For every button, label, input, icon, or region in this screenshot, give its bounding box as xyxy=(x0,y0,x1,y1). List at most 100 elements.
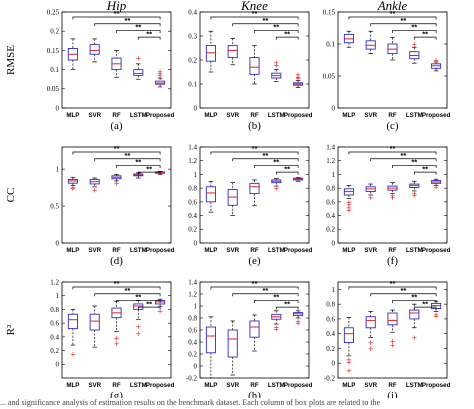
y-tick-label: 0.4 xyxy=(188,8,197,16)
outlier-point: + xyxy=(368,345,374,353)
outlier-point: + xyxy=(368,194,374,202)
x-tick-label: SVR xyxy=(88,112,101,119)
outlier-point: + xyxy=(114,180,120,188)
y-tick-label: 1 xyxy=(332,286,336,294)
x-tick-label: MLP xyxy=(204,247,217,254)
outlier-point: + xyxy=(157,307,163,315)
y-tick-label: 0.1 xyxy=(50,66,59,74)
outlier-point: + xyxy=(433,311,439,319)
panel-label: (g) xyxy=(110,390,123,398)
outlier-point: + xyxy=(114,335,120,343)
significance-bracket xyxy=(275,36,299,40)
outlier-point: + xyxy=(346,367,352,375)
significance-bracket xyxy=(137,306,161,310)
x-tick-label: Proposed xyxy=(284,247,313,254)
outlier-point: + xyxy=(70,184,76,192)
y-tick-label: 1.4 xyxy=(188,143,197,151)
x-tick-label: LSTM xyxy=(406,382,423,389)
y-tick-label: 0.8 xyxy=(188,185,197,193)
outlier-point: + xyxy=(346,207,352,215)
y-tick-label: 0.6 xyxy=(326,315,335,323)
outlier-point: + xyxy=(346,204,352,212)
outlier-point: + xyxy=(295,73,301,81)
significance-label: ** xyxy=(262,16,268,25)
x-tick-label: RF xyxy=(250,382,258,389)
significance-bracket xyxy=(232,158,299,162)
y-tick-label: 0.2 xyxy=(188,350,197,358)
x-tick-label: Proposed xyxy=(422,112,451,119)
panel-label: (c) xyxy=(386,120,399,132)
outlier-point: + xyxy=(346,201,352,209)
y-tick-label: 0.2 xyxy=(50,28,59,36)
x-tick-label: MLP xyxy=(204,112,217,119)
significance-bracket xyxy=(137,171,161,175)
y-tick-label: 0.6 xyxy=(50,320,59,328)
x-tick-label: Proposed xyxy=(146,112,175,119)
significance-bracket xyxy=(275,171,299,175)
box-mlp xyxy=(343,327,354,344)
significance-bracket xyxy=(392,300,437,303)
significance-label: ** xyxy=(400,16,406,25)
significance-label: ** xyxy=(124,151,130,160)
y-tick-label: 0.8 xyxy=(50,306,59,314)
figure-caption: ... and significance analysis of estimat… xyxy=(0,398,381,407)
x-tick-label: LSTM xyxy=(406,247,423,254)
x-tick-label: RF xyxy=(388,112,396,119)
y-tick-label: 0.4 xyxy=(188,338,197,346)
x-tick-label: RF xyxy=(112,247,120,254)
significance-bracket xyxy=(370,23,437,27)
y-tick-label: 0.4 xyxy=(188,212,197,220)
box-svr xyxy=(227,329,238,358)
x-tick-label: SVR xyxy=(226,382,239,389)
box-rf xyxy=(249,57,260,75)
panel-e: 0 0.2 0.4 0.6 0.8 1 1.2 1.4 MLP SVR RF + LSTM Propose… xyxy=(188,143,312,267)
significance-bracket xyxy=(72,151,161,155)
significance-bracket xyxy=(370,293,437,297)
significance-label: ** xyxy=(252,9,258,18)
plot-frame xyxy=(337,146,448,244)
outlier-point: + xyxy=(433,183,439,191)
x-tick-label: RF xyxy=(112,382,120,389)
significance-bracket xyxy=(392,30,437,33)
plot-frame xyxy=(337,11,448,109)
significance-label: ** xyxy=(390,9,396,18)
significance-label: ** xyxy=(114,9,120,18)
y-axis-label: CC xyxy=(5,188,17,203)
significance-bracket xyxy=(370,158,437,162)
x-tick-label: LSTM xyxy=(268,247,285,254)
outlier-point: + xyxy=(433,57,439,65)
significance-bracket xyxy=(413,36,437,40)
panel-f: 00.20.40.60.811.21.4++++MLP+SVR++RF++LST… xyxy=(326,143,450,267)
significance-label: ** xyxy=(411,293,417,302)
x-tick-label: RF xyxy=(112,112,120,119)
outlier-point: + xyxy=(70,351,76,359)
significance-label: ** xyxy=(124,286,130,295)
significance-bracket xyxy=(72,16,161,20)
significance-bracket xyxy=(348,16,437,20)
outlier-point: + xyxy=(346,198,352,206)
y-tick-label: 1.2 xyxy=(188,290,197,298)
x-tick-label: Proposed xyxy=(146,247,175,254)
panel-i: -0.200.20.40.60.81+++MLP++SVR++RF+LSTM++… xyxy=(324,279,451,398)
significance-bracket xyxy=(137,36,161,40)
outlier-point: + xyxy=(273,325,279,333)
panel-g: 00.20.40.60.811.2+MLP SVR++RF++LSTM+Propo… xyxy=(5,278,175,398)
y-tick-label: -0.2 xyxy=(324,374,336,382)
plot-frame xyxy=(337,281,448,379)
significance-label: ** xyxy=(252,279,258,288)
box-mlp xyxy=(67,313,78,330)
significance-label: ** xyxy=(135,158,141,167)
outlier-point: + xyxy=(157,70,163,78)
y-tick-label: 0.2 xyxy=(188,226,197,234)
significance-label: ** xyxy=(262,151,268,160)
y-tick-label: 1.2 xyxy=(326,157,335,165)
significance-label: ** xyxy=(262,286,268,295)
x-tick-label: LSTM xyxy=(130,247,147,254)
x-tick-label: Proposed xyxy=(422,247,451,254)
panel-d: 00.51++MLP+SVR+RF LSTM Proposed********(d)… xyxy=(5,144,175,267)
y-tick-label: 0 xyxy=(194,362,198,370)
y-tick-label: 0.6 xyxy=(188,326,197,334)
significance-bracket xyxy=(210,151,299,155)
column-title: Hip xyxy=(106,0,127,13)
